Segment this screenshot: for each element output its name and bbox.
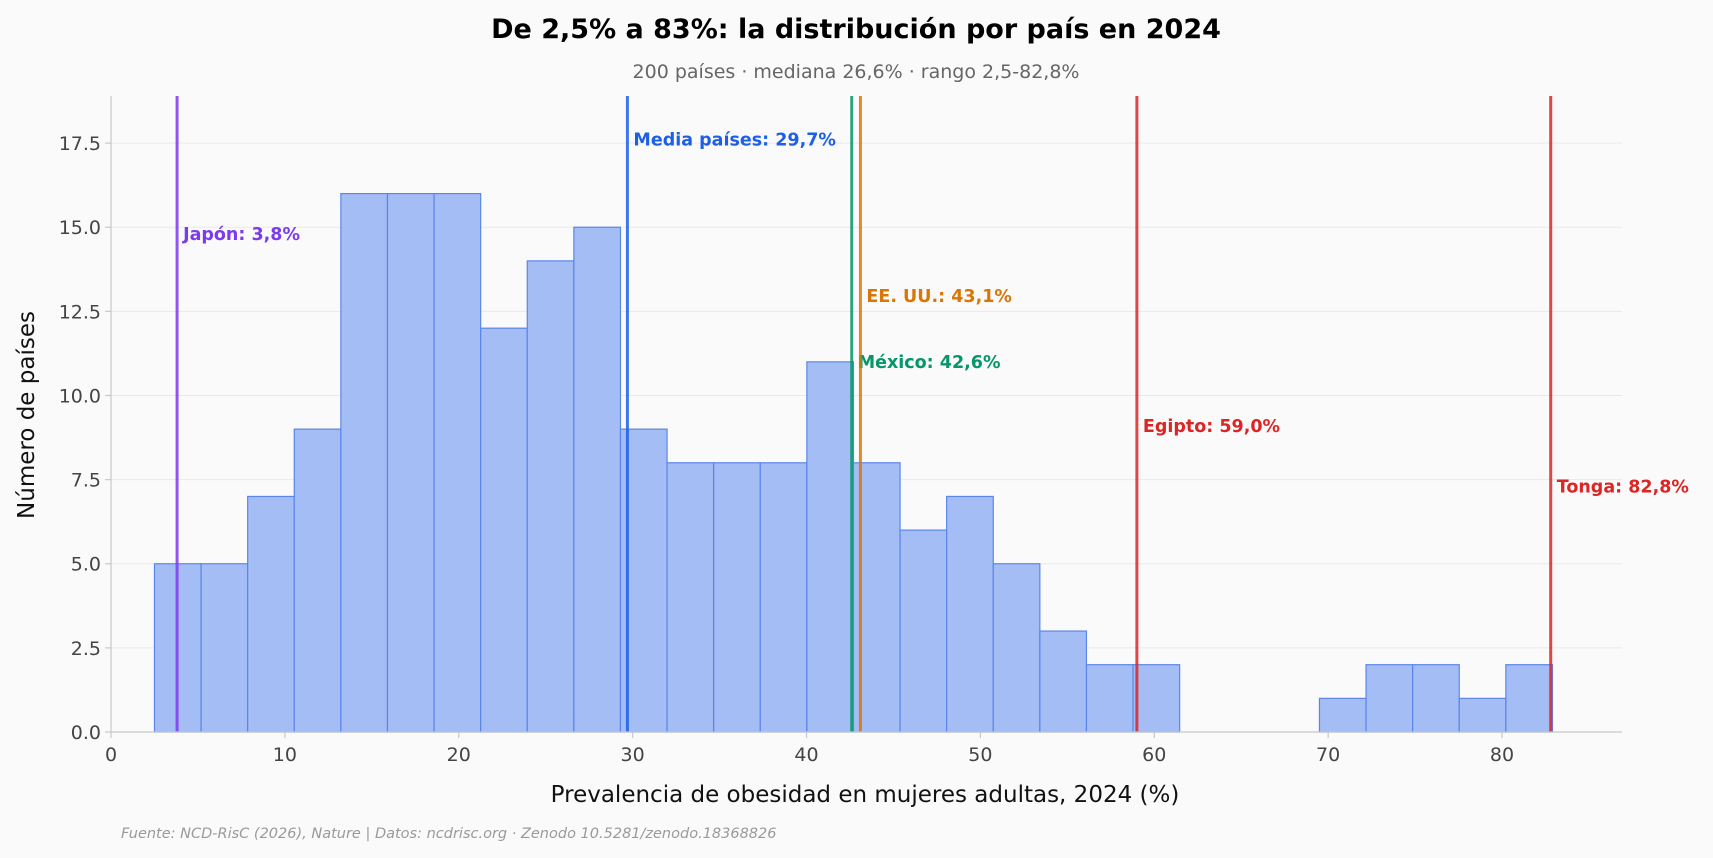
x-axis-ticks: 0 10 20 30 40 50 60 70 80 (105, 732, 1514, 766)
x-tick-label: 20 (447, 744, 471, 766)
reference-line-label: Japón: 3,8% (182, 225, 300, 245)
histogram-bar (899, 529, 948, 733)
histogram-bar (1085, 664, 1134, 733)
histogram-bar (946, 495, 994, 733)
histogram-bars (153, 192, 1554, 733)
x-tick-label: 80 (1490, 744, 1514, 766)
histogram-bar (386, 192, 435, 733)
histogram-bar (200, 563, 249, 733)
reference-line-label: Egipto: 59,0% (1143, 417, 1280, 437)
x-tick-label: 0 (105, 744, 117, 766)
histogram-bar (1458, 697, 1507, 733)
histogram-bar (573, 226, 622, 733)
chart-title: De 2,5% a 83%: la distribución por país … (491, 14, 1221, 45)
y-tick-label: 2.5 (71, 638, 101, 660)
chart-subtitle: 200 países · mediana 26,6% · rango 2,5-8… (633, 61, 1080, 83)
histogram-bar (433, 192, 482, 733)
x-tick-label: 60 (1142, 744, 1166, 766)
y-tick-label: 0.0 (71, 722, 101, 744)
reference-lines: Japón: 3,8% Media países: 29,7% México: 42… (175, 96, 1689, 732)
histogram-bar (759, 462, 808, 733)
histogram-bar (293, 428, 342, 733)
y-tick-label: 5.0 (71, 554, 101, 576)
histogram-bar (806, 361, 855, 733)
x-tick-label: 40 (794, 744, 818, 766)
y-tick-label: 15.0 (59, 217, 101, 239)
histogram-bar (666, 462, 715, 733)
reference-line-label: Media países: 29,7% (633, 131, 836, 151)
y-axis-label: Número de países (14, 311, 40, 519)
x-tick-label: 10 (273, 744, 297, 766)
y-axis-ticks: 0.0 2.5 5.0 7.5 10.0 12.5 15.0 17.5 (59, 133, 111, 744)
histogram-bar (340, 192, 389, 733)
histogram-bar (713, 462, 761, 733)
reference-line-label: Tonga: 82,8% (1557, 477, 1689, 497)
histogram-bar (526, 260, 575, 733)
x-tick-label: 70 (1316, 744, 1340, 766)
histogram-bar (480, 327, 528, 733)
y-tick-label: 12.5 (59, 301, 101, 323)
x-tick-label: 50 (968, 744, 992, 766)
x-axis-label: Prevalencia de obesidad en mujeres adult… (551, 782, 1180, 808)
histogram-bar (1039, 630, 1088, 733)
histogram-bar (1318, 697, 1367, 733)
histogram-bar (247, 495, 295, 733)
y-tick-label: 17.5 (59, 133, 101, 155)
histogram-bar (1132, 664, 1181, 733)
histogram-bar (1365, 664, 1414, 733)
histogram-bar (992, 563, 1041, 733)
histogram-bar (1505, 664, 1554, 733)
x-tick-label: 30 (621, 744, 645, 766)
reference-line-label: México: 42,6% (858, 353, 1001, 373)
source-footnote: Fuente: NCD-RisC (2026), Nature | Datos:… (121, 826, 776, 842)
histogram-bar (1412, 664, 1460, 733)
y-tick-label: 10.0 (59, 385, 101, 407)
y-tick-label: 7.5 (71, 470, 101, 492)
reference-line-label: EE. UU.: 43,1% (866, 287, 1012, 307)
